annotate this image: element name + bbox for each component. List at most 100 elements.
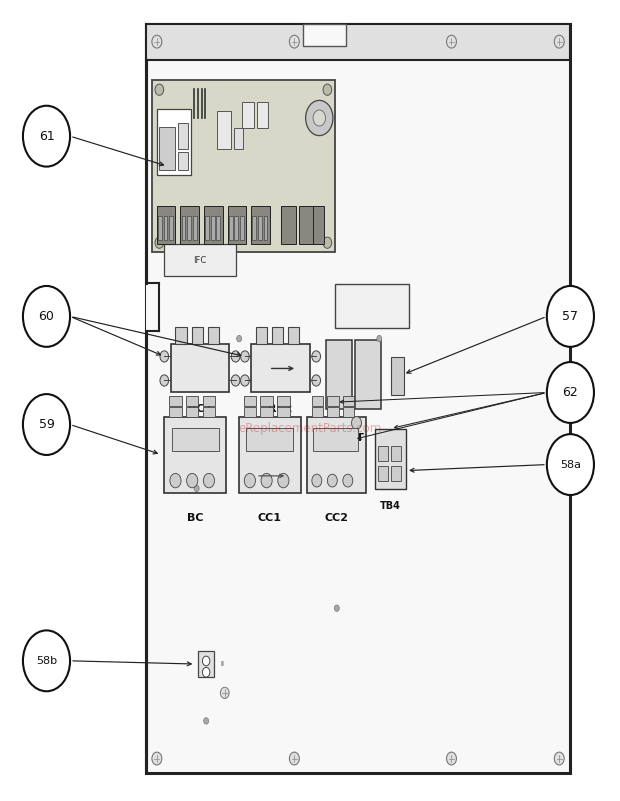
Text: BC: BC	[187, 513, 203, 523]
FancyBboxPatch shape	[335, 284, 409, 328]
FancyBboxPatch shape	[180, 206, 199, 244]
Circle shape	[312, 474, 322, 487]
Circle shape	[23, 286, 70, 347]
Circle shape	[554, 35, 564, 48]
FancyBboxPatch shape	[277, 407, 290, 417]
FancyBboxPatch shape	[343, 396, 354, 406]
Text: 58b: 58b	[36, 656, 57, 666]
Circle shape	[334, 605, 339, 611]
FancyBboxPatch shape	[164, 417, 226, 493]
Circle shape	[244, 473, 255, 488]
FancyBboxPatch shape	[208, 327, 219, 344]
FancyBboxPatch shape	[172, 428, 219, 451]
Circle shape	[160, 351, 169, 362]
Circle shape	[446, 35, 456, 48]
FancyBboxPatch shape	[198, 651, 214, 677]
FancyBboxPatch shape	[246, 428, 293, 451]
Circle shape	[23, 630, 70, 691]
Text: eReplacementParts.com: eReplacementParts.com	[238, 422, 382, 435]
FancyBboxPatch shape	[186, 407, 198, 417]
Circle shape	[343, 474, 353, 487]
FancyBboxPatch shape	[391, 466, 401, 481]
FancyBboxPatch shape	[203, 407, 215, 417]
FancyBboxPatch shape	[299, 206, 315, 244]
FancyBboxPatch shape	[272, 327, 283, 344]
FancyBboxPatch shape	[170, 344, 229, 392]
Circle shape	[160, 375, 169, 386]
Circle shape	[241, 351, 249, 362]
Text: CT: CT	[348, 433, 365, 442]
FancyBboxPatch shape	[375, 429, 406, 489]
FancyBboxPatch shape	[281, 206, 296, 244]
FancyBboxPatch shape	[244, 407, 256, 417]
Circle shape	[547, 362, 594, 423]
Circle shape	[323, 237, 332, 248]
FancyBboxPatch shape	[169, 396, 182, 406]
FancyBboxPatch shape	[327, 407, 339, 417]
Circle shape	[202, 667, 210, 677]
FancyBboxPatch shape	[164, 216, 167, 240]
FancyBboxPatch shape	[327, 396, 339, 406]
FancyBboxPatch shape	[312, 407, 323, 417]
FancyBboxPatch shape	[251, 206, 270, 244]
Text: 60: 60	[38, 310, 55, 323]
FancyBboxPatch shape	[242, 103, 254, 128]
Circle shape	[170, 473, 181, 488]
FancyBboxPatch shape	[205, 216, 209, 240]
FancyBboxPatch shape	[211, 216, 215, 240]
FancyBboxPatch shape	[264, 216, 267, 240]
FancyBboxPatch shape	[186, 396, 198, 406]
FancyBboxPatch shape	[378, 466, 388, 481]
FancyBboxPatch shape	[229, 216, 232, 240]
FancyBboxPatch shape	[257, 103, 268, 128]
Circle shape	[547, 286, 594, 347]
Text: CC2: CC2	[324, 513, 348, 523]
FancyBboxPatch shape	[157, 206, 175, 244]
Circle shape	[231, 375, 240, 386]
FancyBboxPatch shape	[178, 152, 188, 170]
Circle shape	[352, 417, 361, 429]
Text: TB4: TB4	[380, 501, 401, 511]
Circle shape	[155, 237, 164, 248]
Circle shape	[23, 394, 70, 455]
Circle shape	[312, 351, 321, 362]
FancyBboxPatch shape	[343, 407, 354, 417]
FancyBboxPatch shape	[256, 327, 267, 344]
FancyBboxPatch shape	[239, 417, 301, 493]
FancyBboxPatch shape	[234, 216, 238, 240]
Circle shape	[547, 434, 594, 495]
FancyBboxPatch shape	[146, 24, 570, 773]
FancyBboxPatch shape	[152, 80, 335, 252]
FancyBboxPatch shape	[307, 417, 366, 493]
FancyBboxPatch shape	[178, 123, 188, 149]
FancyBboxPatch shape	[312, 396, 323, 406]
FancyBboxPatch shape	[313, 206, 324, 244]
Circle shape	[152, 752, 162, 765]
Text: 59: 59	[38, 418, 55, 431]
FancyBboxPatch shape	[288, 327, 299, 344]
Circle shape	[554, 752, 564, 765]
FancyBboxPatch shape	[277, 396, 290, 406]
FancyBboxPatch shape	[216, 216, 220, 240]
Circle shape	[312, 375, 321, 386]
FancyBboxPatch shape	[203, 396, 215, 406]
Circle shape	[261, 473, 272, 488]
Circle shape	[306, 100, 333, 135]
FancyBboxPatch shape	[158, 216, 162, 240]
Text: RC1: RC1	[188, 404, 212, 413]
Text: II: II	[220, 661, 224, 667]
Circle shape	[152, 35, 162, 48]
FancyBboxPatch shape	[192, 327, 203, 344]
Text: 57: 57	[562, 310, 578, 323]
FancyBboxPatch shape	[146, 24, 570, 60]
FancyBboxPatch shape	[391, 446, 401, 461]
FancyBboxPatch shape	[217, 111, 231, 149]
Text: CC1: CC1	[258, 513, 281, 523]
Circle shape	[377, 336, 382, 342]
FancyBboxPatch shape	[303, 24, 346, 46]
FancyBboxPatch shape	[204, 206, 223, 244]
Circle shape	[237, 336, 242, 342]
Circle shape	[194, 485, 199, 492]
Circle shape	[290, 35, 299, 48]
FancyBboxPatch shape	[313, 428, 358, 451]
